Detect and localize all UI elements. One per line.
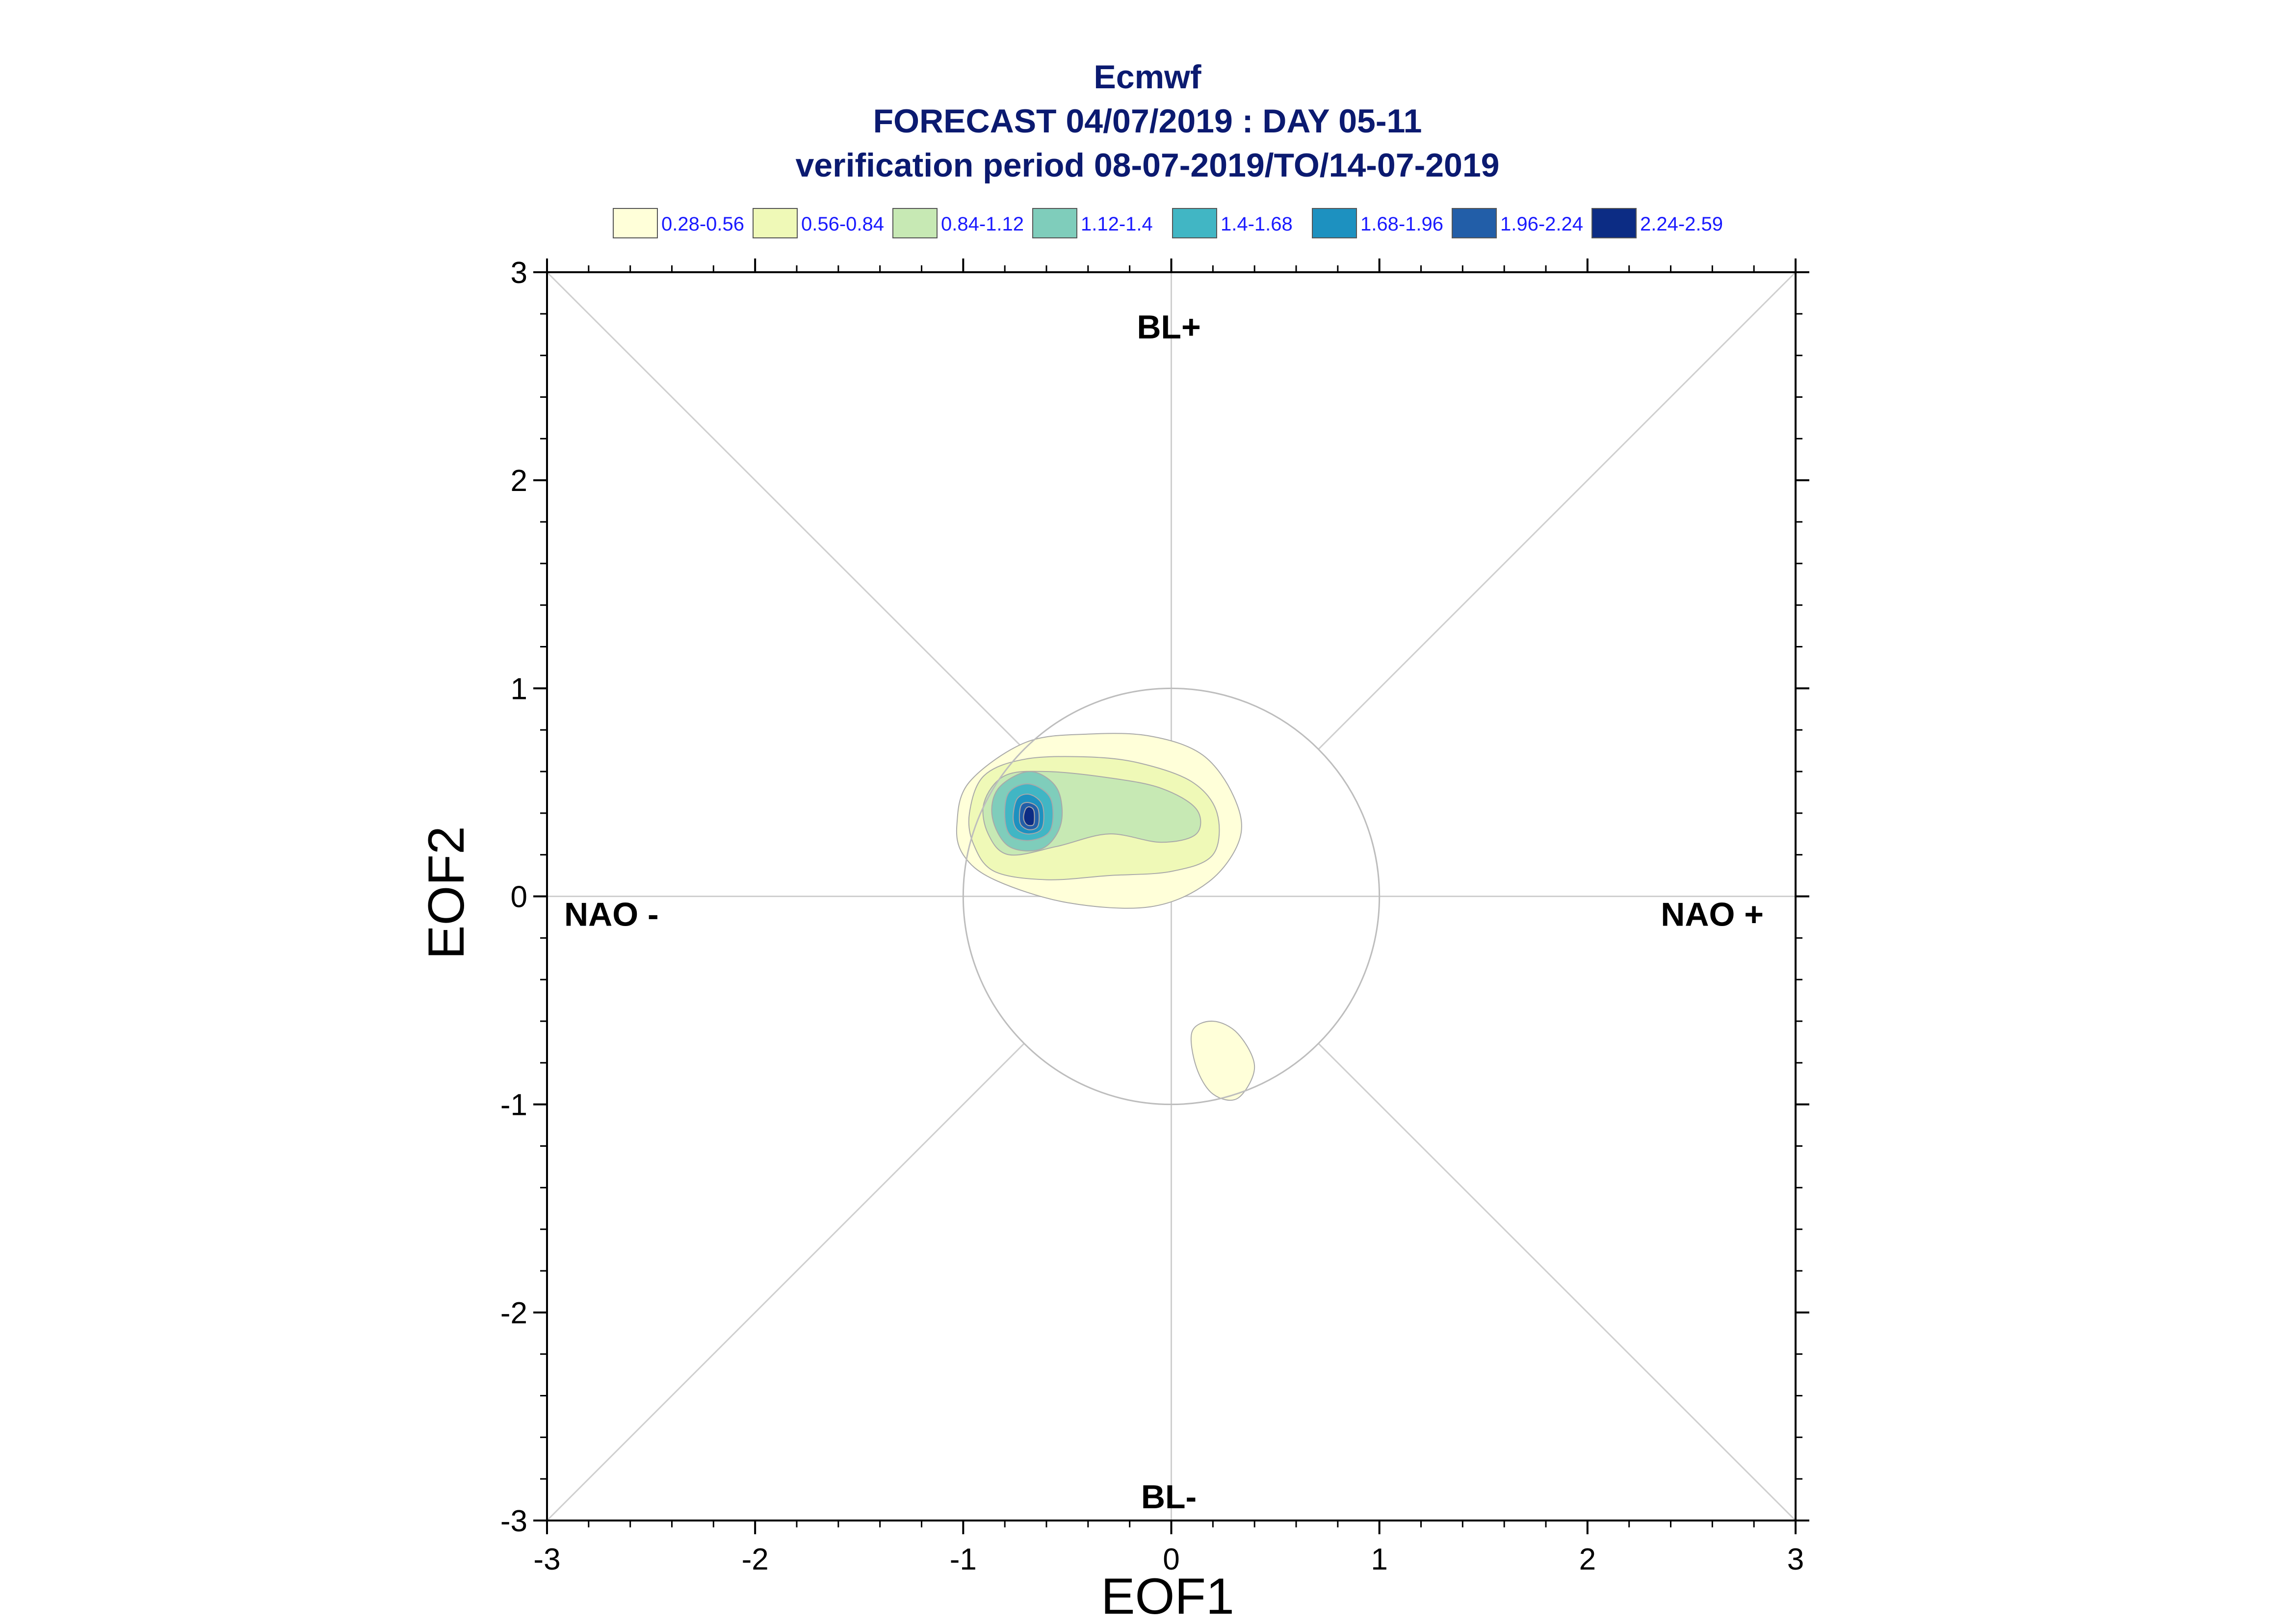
reference-circle <box>962 687 1381 1106</box>
legend-swatch-2 <box>892 208 938 238</box>
legend-swatch-1 <box>753 208 798 238</box>
x-tick-label: -1 <box>950 1543 977 1576</box>
legend-swatch-3 <box>1032 208 1077 238</box>
x-tick-label: 2 <box>1579 1543 1596 1576</box>
legend-label-3: 1.12-1.4 <box>1081 213 1153 235</box>
diagonal-line-1 <box>546 271 1025 750</box>
legend-label-0: 0.28-0.56 <box>661 213 744 235</box>
chart-subtitle-verification: verification period 08-07-2019/TO/14-07-… <box>795 147 1499 184</box>
x-tick-label: -3 <box>533 1543 560 1576</box>
y-tick-label: -3 <box>500 1504 527 1538</box>
density-contour-1 <box>1190 1020 1255 1101</box>
y-tick-label: 2 <box>511 464 527 498</box>
legend-label-1: 0.56-0.84 <box>801 213 884 235</box>
plot-area: -3 -2 -1 0 1 2 3 -3 -2 -1 0 1 2 3 BL+ BL- NAO - NAO + <box>500 256 1809 1576</box>
y-tick-label: 1 <box>511 672 527 706</box>
chart-subtitle: FORECAST 04/07/2019 : DAY 05-11 <box>873 103 1422 140</box>
region-label-bl-plus: BL+ <box>1137 309 1200 346</box>
legend-swatch-7 <box>1591 208 1637 238</box>
legend-swatch-0 <box>613 208 658 238</box>
legend-swatch-4 <box>1172 208 1217 238</box>
region-label-nao-minus: NAO - <box>564 896 659 933</box>
region-label-nao-plus: NAO + <box>1661 896 1764 933</box>
diagonal-line-0 <box>1318 271 1797 750</box>
legend-label-5: 1.68-1.96 <box>1360 213 1443 235</box>
legend-label-4: 1.4-1.68 <box>1221 213 1293 235</box>
y-axis-label: EOF2 <box>418 826 475 959</box>
diagonal-line-3 <box>1318 1043 1797 1521</box>
x-axis-label: EOF1 <box>1101 1568 1234 1624</box>
diagonal-line-2 <box>546 1043 1025 1521</box>
legend-label-7: 2.24-2.59 <box>1640 213 1723 235</box>
legend: 0.28-0.56 0.56-0.84 0.84-1.12 1.12-1.4 1.4-1… <box>613 208 1723 238</box>
x-tick-label: -2 <box>742 1543 769 1576</box>
legend-label-2: 0.84-1.12 <box>941 213 1024 235</box>
density-contour-8 <box>1023 806 1035 826</box>
y-tick-label: -2 <box>500 1296 527 1330</box>
chart-title: Ecmwf <box>1094 58 1201 96</box>
region-label-bl-minus: BL- <box>1141 1478 1197 1516</box>
x-tick-label: 3 <box>1787 1543 1804 1576</box>
y-tick-label: 3 <box>511 256 527 290</box>
y-tick-label: -1 <box>500 1088 527 1122</box>
x-tick-label: 0 <box>1163 1543 1179 1576</box>
legend-label-6: 1.96-2.24 <box>1500 213 1583 235</box>
x-tick-label: 1 <box>1371 1543 1387 1576</box>
legend-swatch-5 <box>1312 208 1357 238</box>
legend-swatch-6 <box>1452 208 1497 238</box>
y-tick-label: 0 <box>511 880 527 914</box>
